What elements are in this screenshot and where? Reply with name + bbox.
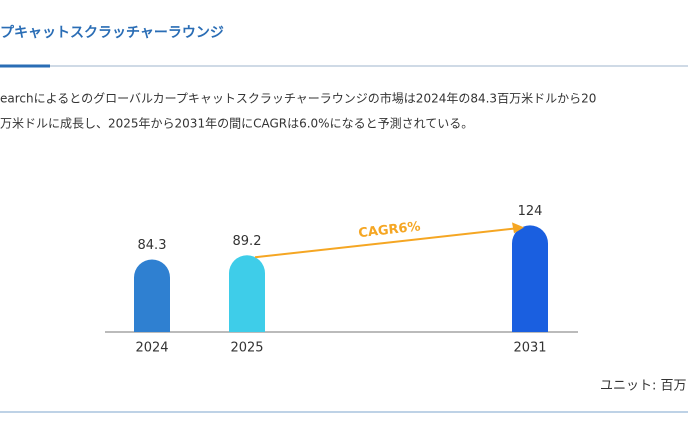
unit-label: ユニット: 百万 — [600, 379, 687, 394]
cagr-arrow — [254, 227, 517, 259]
bar — [229, 255, 265, 332]
value-label: 124 — [518, 204, 543, 219]
header-title: プキャットスクラッチャーラウンジ — [0, 25, 224, 41]
bar — [512, 225, 548, 332]
paragraph-line: 万米ドルに成長し、2025年から2031年の間にCAGRは6.0%になると予測さ… — [0, 117, 473, 131]
paragraph-line: earchによるとのグローバルカープキャットスクラッチャーラウンジの市場は202… — [0, 91, 596, 106]
cagr-arrowhead — [512, 222, 524, 234]
value-label: 89.2 — [233, 234, 262, 249]
x-tick-label: 2024 — [135, 341, 168, 356]
value-label: 84.3 — [138, 238, 167, 253]
bar — [134, 259, 170, 332]
x-tick-label: 2025 — [230, 341, 263, 356]
x-tick-label: 2031 — [513, 341, 546, 356]
cagr-label: CAGR6% — [358, 219, 422, 241]
